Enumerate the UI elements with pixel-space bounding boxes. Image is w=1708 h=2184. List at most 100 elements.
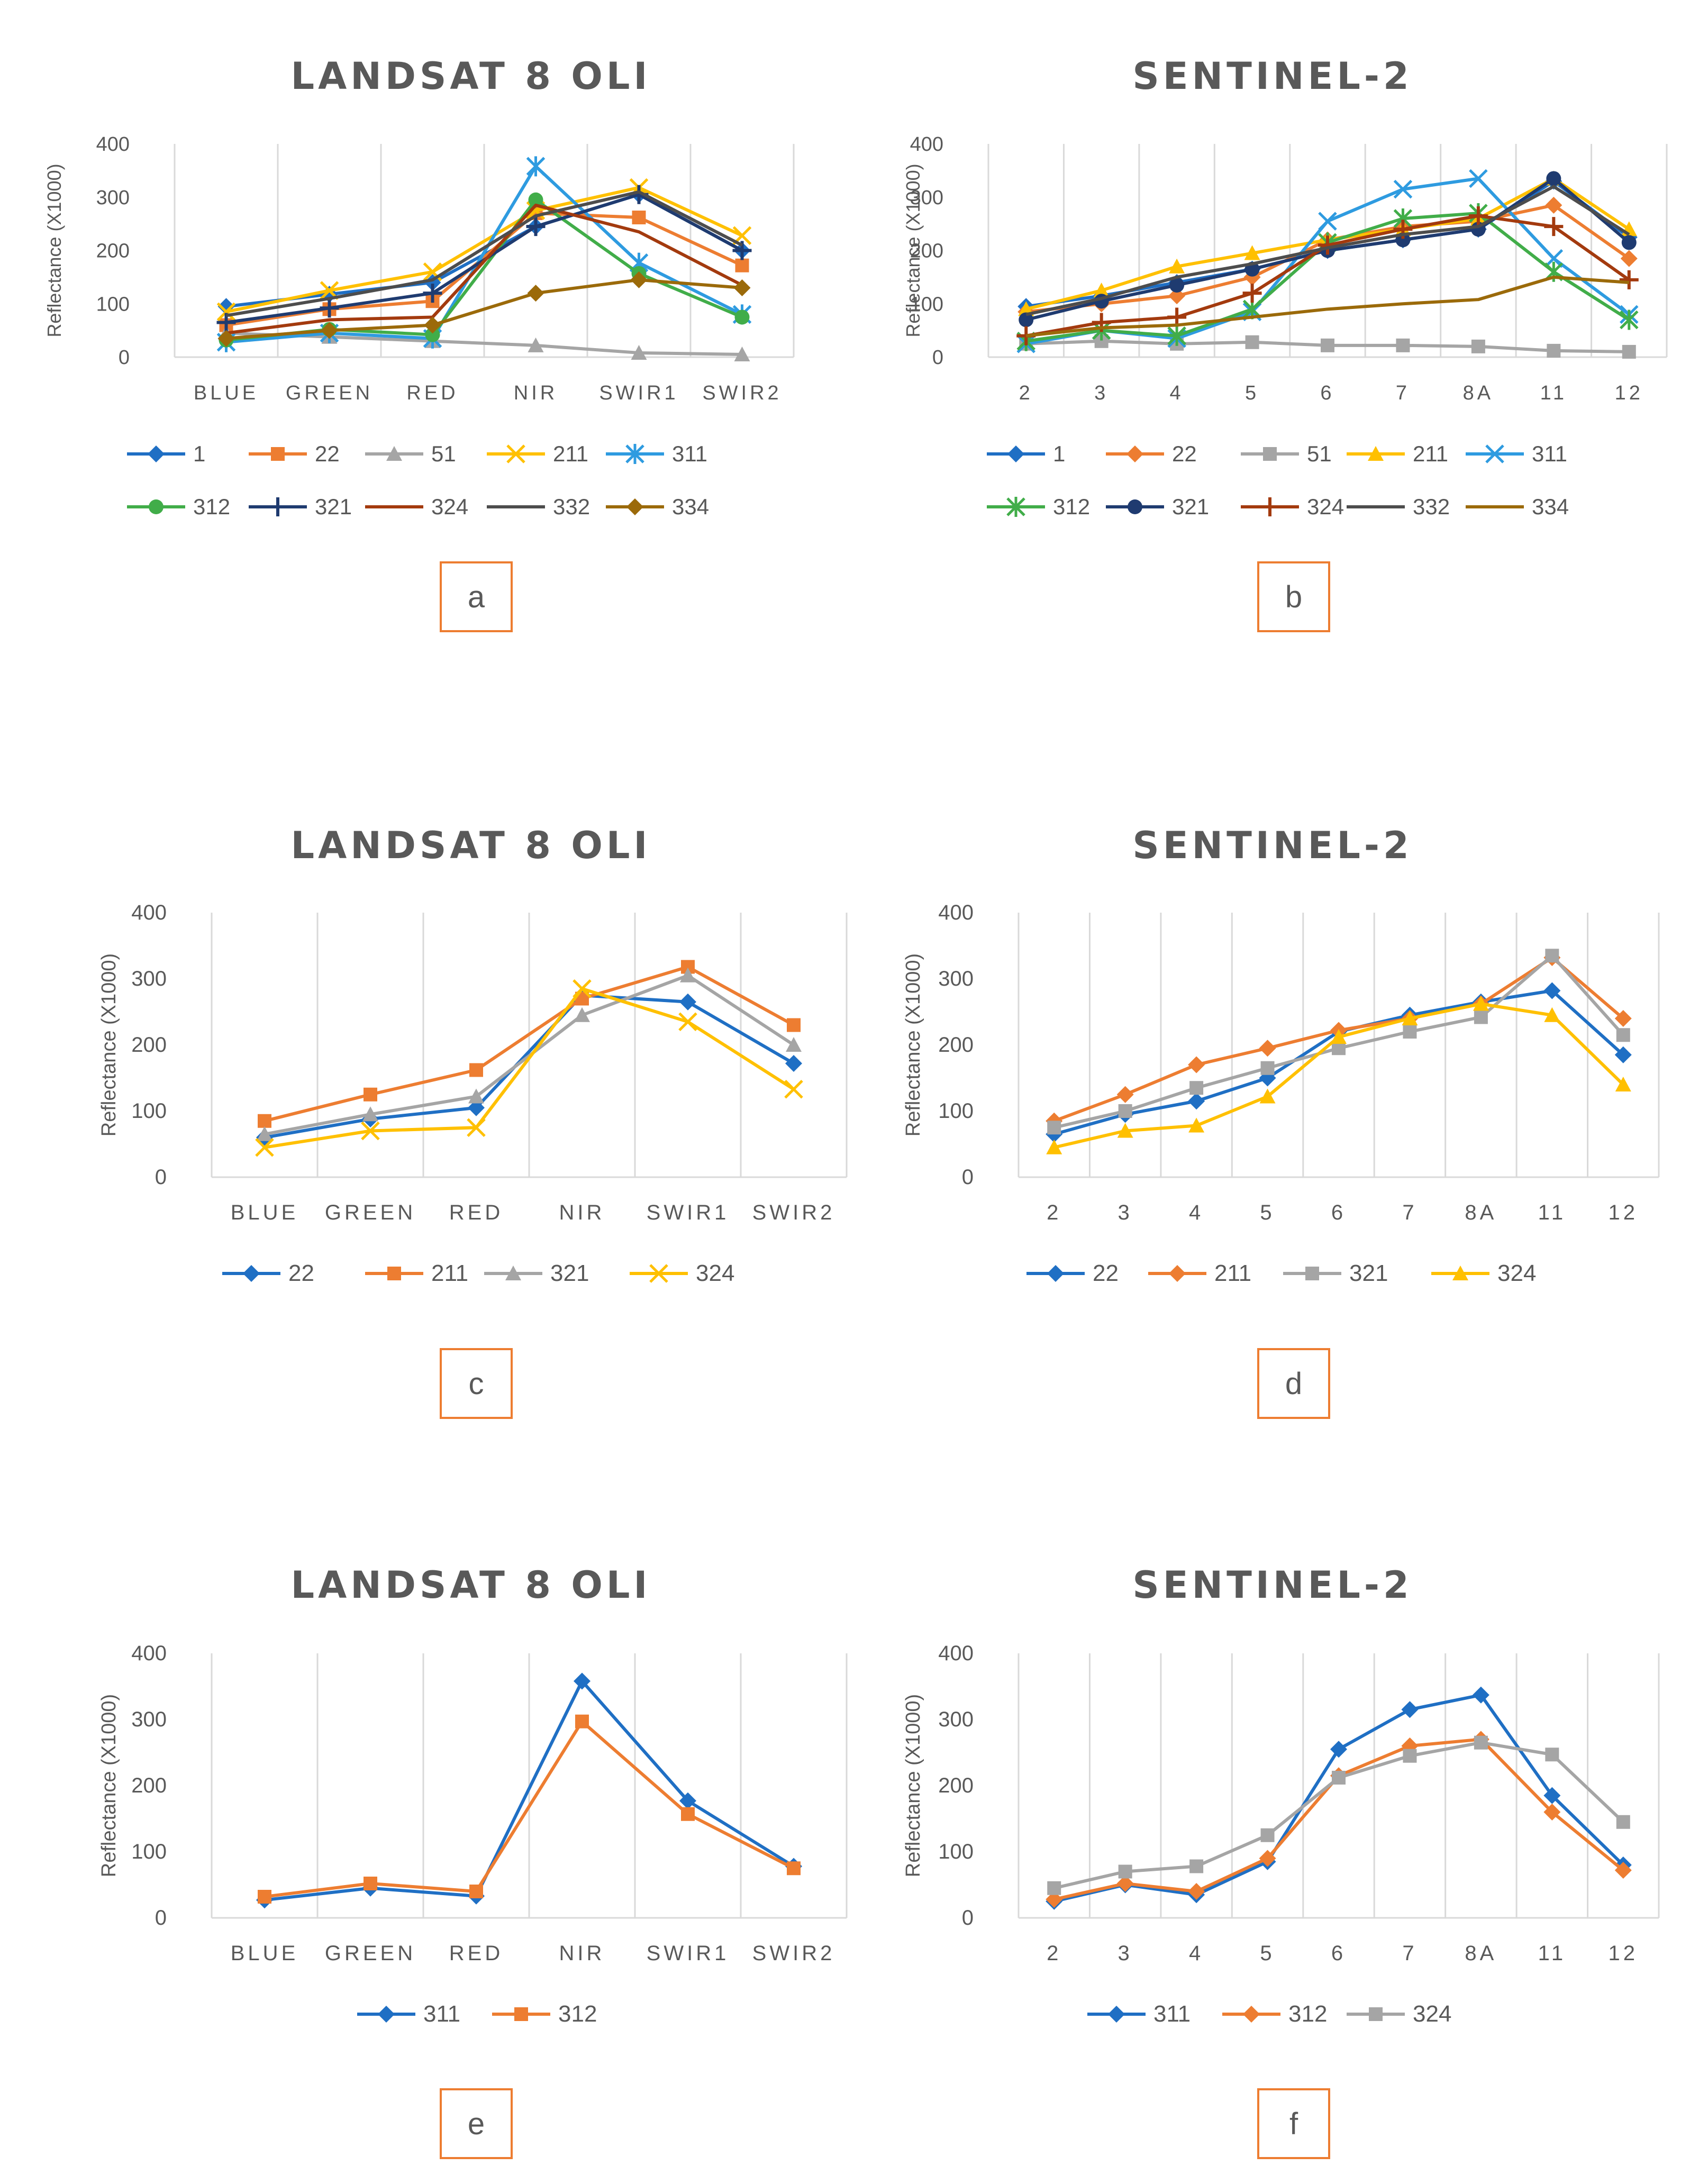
chart-panel-b: SENTINEL-2 0 100 200 300 400 Reflectance (X100… <box>902 54 1668 632</box>
data-point-324 <box>1260 1828 1275 1842</box>
chart-title: SENTINEL-2 <box>1132 54 1412 98</box>
data-point-211 <box>1244 245 1260 260</box>
legend-label-211: 211 <box>431 1260 468 1286</box>
x-tick-label: 3 <box>1094 382 1109 404</box>
y-tick-label: 400 <box>131 901 167 924</box>
x-tick-label: 11 <box>1540 382 1567 404</box>
data-point-324 <box>1331 1029 1347 1044</box>
legend-marker-312 <box>149 499 163 514</box>
y-axis-label: Reflectance (X1000) <box>98 1694 120 1877</box>
y-tick-label: 200 <box>938 1033 974 1057</box>
data-point-321 <box>1047 1121 1061 1135</box>
data-point-311 <box>679 1792 696 1809</box>
panel-label: a <box>468 580 485 614</box>
legend-marker-321 <box>268 497 287 516</box>
data-point-321 <box>1546 171 1561 186</box>
data-point-211 <box>1169 258 1185 274</box>
data-point-321 <box>1169 277 1185 293</box>
legend-marker-51 <box>386 446 402 461</box>
data-point-324 <box>1619 270 1639 289</box>
y-tick-label: 400 <box>938 1642 974 1665</box>
data-point-324 <box>1474 1735 1488 1750</box>
data-point-321 <box>362 1106 378 1122</box>
y-axis-label: Reflectance (X1000) <box>902 1694 924 1877</box>
legend-marker-311 <box>625 444 644 464</box>
x-tick-label: 4 <box>1189 1201 1204 1224</box>
data-point-22 <box>1543 982 1561 999</box>
legend-marker-211 <box>506 444 525 463</box>
data-point-22 <box>1545 196 1562 214</box>
x-tick-label: 5 <box>1260 1942 1275 1965</box>
x-tick-label: 7 <box>1396 382 1410 404</box>
x-tick-label: 5 <box>1260 1201 1275 1224</box>
legend-marker-321 <box>505 1266 521 1280</box>
data-point-324 <box>1402 1011 1418 1025</box>
panel-label-box <box>440 1348 513 1419</box>
legend-marker-321 <box>1128 499 1142 514</box>
data-point-311 <box>1543 1787 1561 1804</box>
chart-title: SENTINEL-2 <box>1132 1563 1412 1607</box>
data-point-321 <box>1019 312 1034 327</box>
data-point-321 <box>423 284 442 303</box>
data-point-312 <box>364 1877 377 1890</box>
data-point-22 <box>1614 1046 1632 1063</box>
data-point-321 <box>1260 1061 1275 1075</box>
x-tick-label: 11 <box>1538 1201 1567 1224</box>
data-point-312 <box>1543 1804 1561 1821</box>
y-tick-label: 200 <box>131 1033 167 1057</box>
x-tick-label: NIR <box>559 1201 605 1224</box>
legend-label-312: 312 <box>1053 494 1090 519</box>
data-point-211 <box>364 1087 377 1102</box>
data-point-324 <box>1468 206 1488 226</box>
data-point-211 <box>469 1063 483 1077</box>
x-tick-label: 2 <box>1047 1942 1061 1965</box>
panel-label: c <box>469 1367 484 1401</box>
data-point-312 <box>1188 1883 1205 1900</box>
x-tick-label: 4 <box>1170 382 1184 404</box>
legend-marker-211 <box>387 1267 401 1280</box>
data-point-211 <box>1614 1010 1632 1027</box>
y-tick-label: 200 <box>96 240 130 262</box>
legend-marker-311 <box>378 2006 395 2023</box>
data-point-312 <box>1614 1862 1632 1879</box>
series-line-311 <box>226 165 743 344</box>
data-point-324 <box>573 979 592 998</box>
y-tick-label: 200 <box>938 1774 974 1797</box>
legend-label-311: 311 <box>1153 2001 1191 2027</box>
series-line-334 <box>1025 275 1629 338</box>
data-point-324 <box>467 1118 486 1138</box>
series-line-324 <box>226 203 743 335</box>
data-point-312 <box>734 310 750 325</box>
panel-label: f <box>1289 2107 1298 2141</box>
y-tick-label: 0 <box>155 1166 167 1189</box>
data-point-324 <box>1473 996 1489 1011</box>
data-point-334 <box>321 322 338 339</box>
panel-label-box <box>1257 1348 1330 1419</box>
y-tick-label: 300 <box>96 187 130 209</box>
data-point-324 <box>255 1138 274 1157</box>
data-point-324 <box>1332 1771 1346 1785</box>
data-point-311 <box>526 156 546 177</box>
x-tick-label: 7 <box>1402 1201 1417 1224</box>
x-tick-label: 12 <box>1615 382 1643 404</box>
legend-marker-324 <box>649 1264 668 1283</box>
x-tick-label: SWIR1 <box>647 1942 730 1965</box>
y-tick-label: 0 <box>962 1906 974 1930</box>
x-tick-label: 4 <box>1189 1942 1204 1965</box>
data-point-311 <box>1472 1686 1489 1704</box>
data-point-211 <box>1259 1040 1276 1057</box>
data-point-211 <box>787 1018 801 1032</box>
data-point-321 <box>1545 949 1559 963</box>
data-point-324 <box>1118 1864 1132 1879</box>
x-tick-label: 2 <box>1019 382 1033 404</box>
data-point-334 <box>424 316 441 334</box>
x-tick-label: GREEN <box>325 1942 416 1965</box>
series-line-22 <box>264 994 795 1139</box>
chart-title: LANDSAT 8 OLI <box>291 824 651 867</box>
data-point-51 <box>1396 338 1410 352</box>
series-line-324 <box>264 987 795 1149</box>
y-tick-label: 0 <box>932 347 943 369</box>
legend-label-312: 312 <box>1288 2001 1327 2027</box>
legend-marker-22 <box>1126 445 1143 462</box>
